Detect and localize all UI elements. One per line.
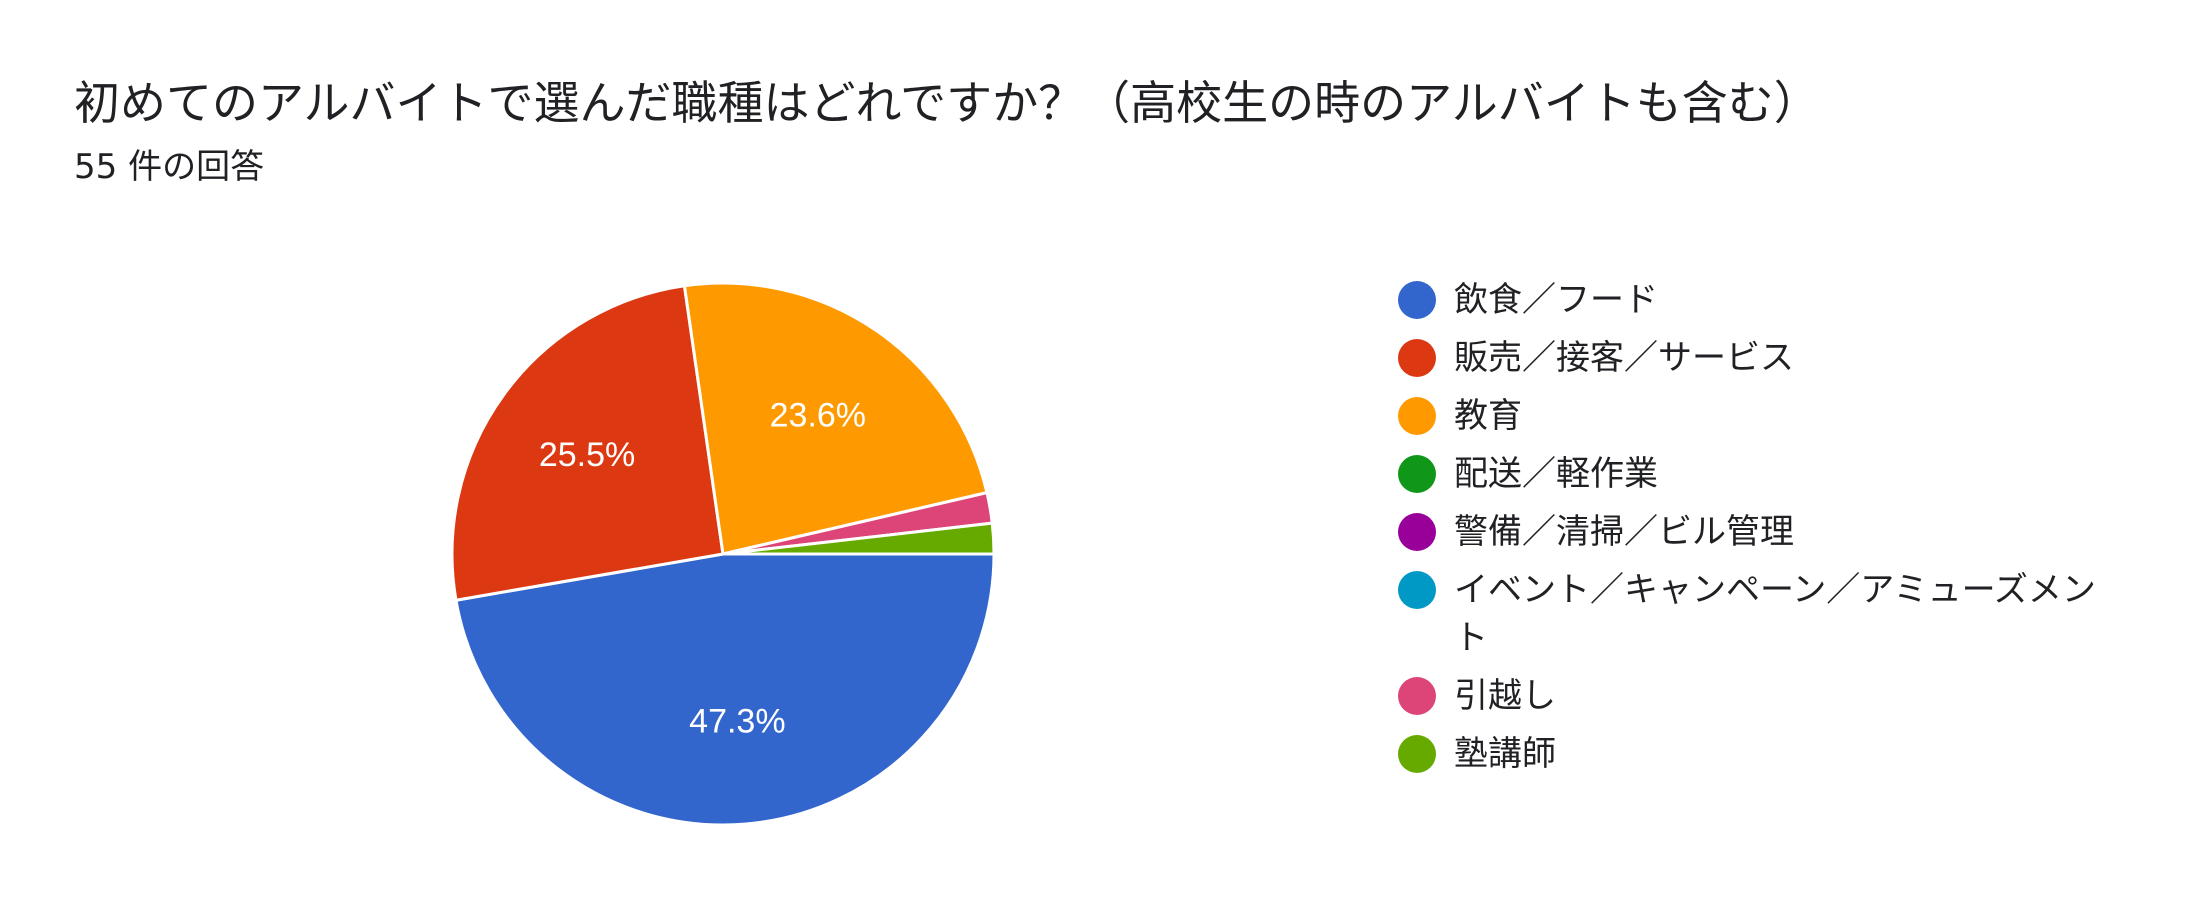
legend-item-1[interactable]: 販売／接客／サービス — [1398, 334, 2118, 382]
legend-label: 販売／接客／サービス — [1454, 338, 1794, 378]
legend-swatch-icon — [1398, 735, 1436, 773]
pie-slice-0[interactable] — [454, 552, 996, 827]
legend-label: 配送／軽作業 — [1454, 454, 1658, 494]
legend-swatch-icon — [1398, 281, 1436, 319]
slice-percent-label-0: 47.3% — [689, 702, 785, 740]
legend-item-7[interactable]: 塾講師 — [1398, 730, 2118, 778]
legend-label: イベント／キャンペーン／アミューズメント — [1454, 570, 2096, 658]
legend-swatch-icon — [1398, 513, 1436, 551]
pie-slice-7[interactable] — [721, 521, 996, 556]
legend-item-4[interactable]: 警備／清掃／ビル管理 — [1398, 508, 2118, 556]
slice-percent-label-1: 25.5% — [539, 436, 635, 474]
pie-labels: 47.3% 25.5% 23.6% — [539, 396, 866, 740]
legend-item-6[interactable]: 引越し — [1398, 672, 2118, 720]
chart-title: 初めてのアルバイトで選んだ職種はどれですか？（高校生の時のアルバイトも含む） — [74, 76, 1820, 130]
legend-label: 飲食／フード — [1454, 280, 1658, 320]
legend-item-0[interactable]: 飲食／フード — [1398, 276, 2118, 324]
legend-label: 警備／清掃／ビル管理 — [1454, 512, 1794, 552]
pie-slices — [450, 281, 996, 827]
slice-percent-label-2: 23.6% — [770, 396, 866, 434]
pie-slice-2[interactable] — [682, 281, 989, 556]
legend-swatch-icon — [1398, 455, 1436, 493]
legend-swatch-icon — [1398, 339, 1436, 377]
response-count: 55 件の回答 — [74, 147, 265, 187]
legend-swatch-icon — [1398, 571, 1436, 609]
legend-swatch-icon — [1398, 397, 1436, 435]
legend-label: 引越し — [1454, 676, 1556, 716]
pie-slice-1[interactable] — [450, 284, 725, 602]
legend-swatch-icon — [1398, 677, 1436, 715]
legend-item-2[interactable]: 教育 — [1398, 392, 2118, 440]
legend-item-3[interactable]: 配送／軽作業 — [1398, 450, 2118, 498]
legend-label: 教育 — [1454, 396, 1522, 436]
chart-legend: 飲食／フード販売／接客／サービス 教育配送／軽作業警備／清掃／ビル管理イベント／キ… — [1398, 276, 2118, 788]
legend-label: 塾講師 — [1454, 734, 1556, 774]
legend-item-5[interactable]: イベント／キャンペーン／アミューズメント — [1398, 566, 2118, 662]
